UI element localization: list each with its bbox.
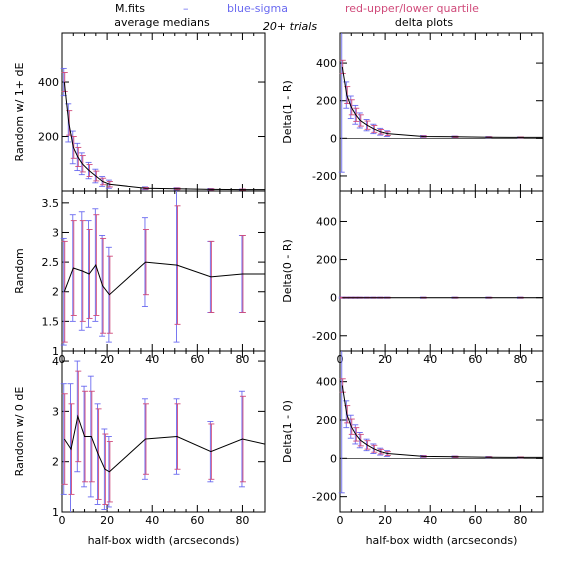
y-tick-label: -200 <box>312 491 337 504</box>
x-tick-label: 20 <box>100 353 114 366</box>
x-tick-label: 20 <box>100 514 114 527</box>
y-tick-label: 400 <box>38 76 59 89</box>
y-axis-label: Delta(1 - R) <box>281 80 294 144</box>
x-tick-label: 80 <box>513 514 527 527</box>
legend-mfits: M.fits <box>115 2 145 15</box>
x-tick-label: 20 <box>378 514 392 527</box>
y-tick-label: 1 <box>52 345 59 358</box>
median-series-line <box>341 66 543 138</box>
panel-delta_1_R: -200 0 200 400 Delta(1 - R) <box>281 32 544 192</box>
y-tick-label: 0 <box>330 452 337 465</box>
x-tick-label: 40 <box>145 514 159 527</box>
y-tick-label: 3 <box>52 226 59 239</box>
x-tick-label: 40 <box>145 353 159 366</box>
y-tick-label: 3 <box>52 405 59 418</box>
panel-frame <box>339 190 544 352</box>
median-series-line <box>63 261 265 296</box>
x-tick-label: 40 <box>423 514 437 527</box>
right-column-title: delta plots <box>395 16 453 29</box>
x-tick-label: 60 <box>190 514 204 527</box>
x-tick-label: 80 <box>513 353 527 366</box>
y-axis-label: Delta(0 - R) <box>281 239 294 303</box>
legend-red-quartile: red-upper/lower quartile <box>345 2 479 15</box>
center-note: 20+ trials <box>263 20 317 33</box>
x-tick-label: 60 <box>468 514 482 527</box>
x-tick-label: 40 <box>423 353 437 366</box>
figure-header: M.fits – blue-sigma red-upper/lower quar… <box>114 2 479 33</box>
y-tick-label: 400 <box>316 215 337 228</box>
y-axis-label: Delta(1 - 0) <box>281 400 294 463</box>
y-tick-label: 2.5 <box>42 256 60 269</box>
y-tick-label: 200 <box>38 131 59 144</box>
panel-frame <box>61 190 266 352</box>
y-tick-label: 1.5 <box>42 315 60 328</box>
y-tick-label: 3.5 <box>42 197 60 210</box>
y-tick-label: 0 <box>330 292 337 305</box>
left-column-title: average medians <box>114 16 210 29</box>
x-tick-label: 60 <box>190 353 204 366</box>
panel-frame <box>339 350 544 513</box>
median-series-line <box>63 414 266 473</box>
x-axis-label: half-box width (arcseconds) <box>88 534 240 547</box>
y-tick-label: 200 <box>316 414 337 427</box>
panel-random_1_dE: 200 400 Random w/ 1+ dE <box>13 32 266 192</box>
y-tick-label: 0 <box>330 132 337 145</box>
y-tick-label: 200 <box>316 254 337 267</box>
legend-blue-sigma: blue-sigma <box>227 2 288 15</box>
y-axis-label: Random <box>13 248 26 294</box>
y-axis-label: Random w/ 1+ dE <box>13 63 26 162</box>
panel-random_0_dE: 0 20 40 60 80 1 2 3 4 Random w/ 0 dE half-box widt… <box>13 350 266 547</box>
y-tick-label: 200 <box>316 95 337 108</box>
y-tick-label: -200 <box>312 330 337 343</box>
y-tick-label: 400 <box>316 57 337 70</box>
y-axis-label: Random w/ 0 dE <box>13 387 26 477</box>
x-tick-label: 20 <box>378 353 392 366</box>
median-series-line <box>63 81 265 191</box>
legend-dash: – <box>183 2 189 15</box>
x-tick-label: 0 <box>59 514 66 527</box>
x-tick-label: 0 <box>337 514 344 527</box>
y-tick-label: 2 <box>52 286 59 299</box>
x-tick-label: 80 <box>235 514 249 527</box>
y-tick-label: 1 <box>52 506 59 519</box>
panel-frame <box>61 350 266 513</box>
median-series-line <box>341 385 543 458</box>
x-tick-label: 60 <box>468 353 482 366</box>
y-tick-label: 400 <box>316 376 337 389</box>
x-axis-label: half-box width (arcseconds) <box>366 534 518 547</box>
x-tick-label: 80 <box>235 353 249 366</box>
panel-frame <box>339 32 544 192</box>
y-tick-label: 4 <box>52 355 59 368</box>
y-tick-label: -200 <box>312 170 337 183</box>
y-tick-label: 2 <box>52 456 59 469</box>
panel-frame <box>61 32 266 192</box>
